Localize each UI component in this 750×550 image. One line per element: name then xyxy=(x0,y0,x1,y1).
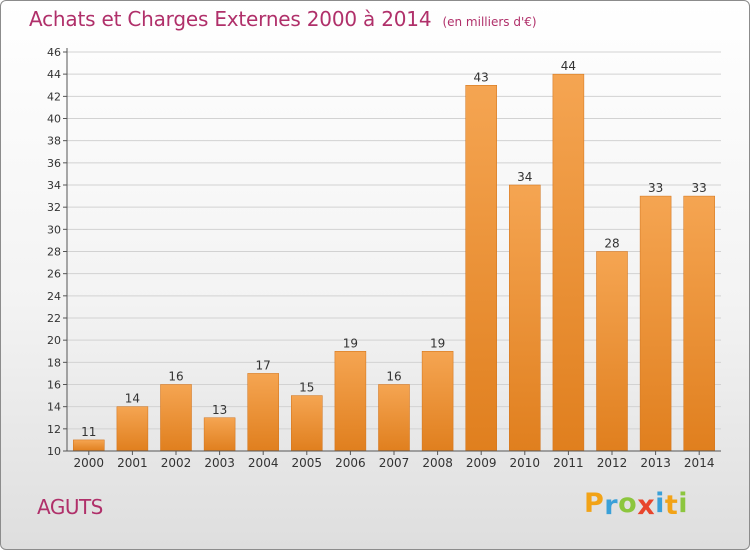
x-tick-label: 2014 xyxy=(684,456,715,470)
y-tick-label: 20 xyxy=(47,334,61,347)
y-tick-label: 18 xyxy=(47,356,61,369)
x-tick-label: 2011 xyxy=(553,456,584,470)
data-label: 33 xyxy=(692,181,707,195)
logo-letter: t xyxy=(664,490,679,521)
bar xyxy=(378,384,410,452)
bar xyxy=(509,184,541,452)
data-labels: 11 14 16 13 17 15 19 16 19 43 34 44 28 33 33 xyxy=(81,59,707,439)
data-label: 43 xyxy=(474,70,489,84)
bar xyxy=(334,351,367,452)
bar xyxy=(160,384,192,452)
y-tick-label: 24 xyxy=(47,290,61,303)
logo-letter: x xyxy=(637,490,656,521)
data-label: 17 xyxy=(256,358,271,372)
x-tick-label: 2000 xyxy=(74,456,105,470)
x-tick-label: 2009 xyxy=(466,456,497,470)
x-tick-label: 2003 xyxy=(204,456,235,470)
bar xyxy=(203,417,236,452)
bar xyxy=(683,195,715,452)
data-label: 28 xyxy=(604,237,619,251)
data-label: 13 xyxy=(212,403,227,417)
bar xyxy=(465,85,497,452)
data-label: 14 xyxy=(125,392,140,406)
y-tick-label: 38 xyxy=(47,135,61,148)
bar xyxy=(116,406,149,452)
axes xyxy=(66,48,721,452)
bar xyxy=(247,373,279,452)
y-tick-label: 12 xyxy=(47,423,61,436)
y-tick-label: 44 xyxy=(47,68,61,81)
y-tick-label: 10 xyxy=(47,445,61,458)
data-label: 11 xyxy=(81,425,96,439)
data-label: 15 xyxy=(299,381,314,395)
chart-title-block: Achats et Charges Externes 2000 à 2014 (… xyxy=(29,7,537,31)
logo-letter: i xyxy=(655,488,665,519)
x-axis-ticks: 2000 2001 2002 2003 2004 2005 2006 2007 2008 2009… xyxy=(74,451,715,470)
bar xyxy=(421,351,454,452)
data-label: 44 xyxy=(561,59,576,73)
bar xyxy=(639,195,672,452)
data-label: 19 xyxy=(343,336,358,350)
y-tick-label: 34 xyxy=(47,179,61,192)
x-tick-label: 2005 xyxy=(292,456,323,470)
y-tick-label: 42 xyxy=(47,90,61,103)
y-tick-label: 46 xyxy=(47,46,61,59)
logo-letter: P xyxy=(584,488,605,519)
bar xyxy=(73,439,105,452)
y-tick-label: 14 xyxy=(47,401,61,414)
y-tick-label: 16 xyxy=(47,379,61,392)
y-tick-label: 40 xyxy=(47,113,61,126)
bar xyxy=(552,73,585,452)
bar-chart: 10 12 14 16 18 20 22 24 26 28 30 32 34 36 38 40 42 44 46 1… xyxy=(47,46,721,470)
data-label: 33 xyxy=(648,181,663,195)
y-tick-label: 32 xyxy=(47,201,61,214)
x-tick-label: 2012 xyxy=(597,456,628,470)
bar xyxy=(291,395,323,452)
x-tick-label: 2010 xyxy=(510,456,541,470)
x-tick-label: 2004 xyxy=(248,456,279,470)
y-tick-label: 28 xyxy=(47,246,61,259)
chart-title: Achats et Charges Externes 2000 à 2014 xyxy=(29,7,432,31)
y-tick-label: 36 xyxy=(47,157,61,170)
data-label: 16 xyxy=(386,370,401,384)
logo-letter: r xyxy=(604,490,619,521)
x-tick-label: 2002 xyxy=(161,456,192,470)
proxiti-logo[interactable]: Proxiti xyxy=(584,488,689,521)
bars xyxy=(73,73,715,452)
commune-name: AGUTS xyxy=(37,495,103,519)
x-tick-label: 2001 xyxy=(117,456,148,470)
data-label: 19 xyxy=(430,336,445,350)
y-tick-label: 30 xyxy=(47,223,61,236)
x-tick-label: 2008 xyxy=(422,456,453,470)
y-tick-label: 22 xyxy=(47,312,61,325)
logo-letter: i xyxy=(678,488,689,519)
x-tick-label: 2007 xyxy=(379,456,410,470)
logo-letter: o xyxy=(618,488,638,519)
y-tick-label: 26 xyxy=(47,268,61,281)
x-tick-label: 2006 xyxy=(335,456,366,470)
chart-subtitle: (en milliers d'€) xyxy=(442,15,537,29)
data-label: 16 xyxy=(168,370,183,384)
x-tick-label: 2013 xyxy=(640,456,671,470)
data-label: 34 xyxy=(517,170,532,184)
y-axis-ticks: 10 12 14 16 18 20 22 24 26 28 30 32 34 36 38 40 42 44 46 xyxy=(47,46,67,458)
bar xyxy=(596,251,628,452)
